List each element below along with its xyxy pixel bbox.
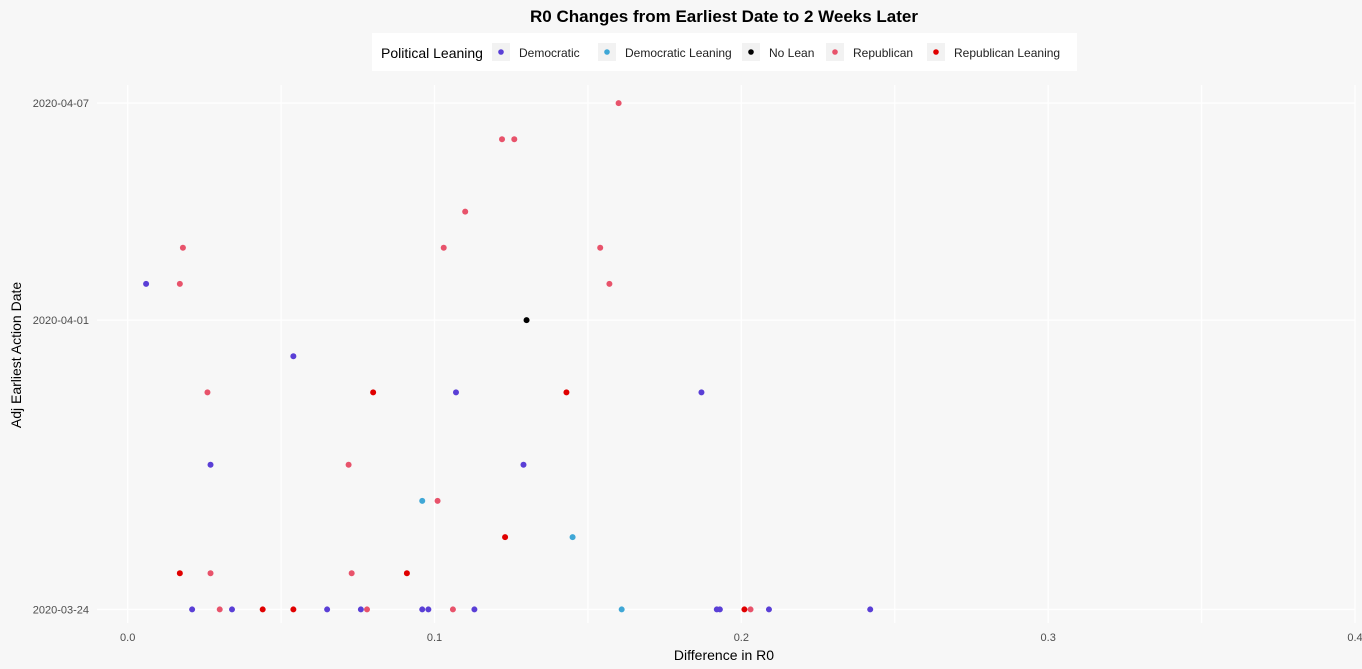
data-point: [452, 389, 459, 396]
legend-item-democratic: Democratic: [492, 43, 580, 61]
legend-marker: [933, 49, 939, 55]
data-point: [216, 606, 223, 613]
series-no-lean: [523, 317, 530, 324]
data-point: [618, 606, 625, 613]
x-tick-label: 0.1: [427, 632, 442, 644]
data-point: [747, 606, 754, 613]
legend: Political Leaning Democratic Democratic L…: [372, 33, 1077, 71]
data-point: [419, 497, 426, 504]
data-point: [143, 280, 150, 287]
data-point: [511, 136, 518, 143]
data-point: [597, 244, 604, 251]
data-point: [449, 606, 456, 613]
data-point: [615, 100, 622, 107]
legend-title: Political Leaning: [381, 45, 483, 61]
data-point: [765, 606, 772, 613]
data-point: [370, 389, 377, 396]
data-point: [176, 570, 183, 577]
data-point: [324, 606, 331, 613]
legend-item-democratic-leaning: Democratic Leaning: [598, 43, 732, 61]
legend-item-republican-leaning: Republican Leaning: [927, 43, 1060, 61]
y-axis-title: Adj Earliest Action Date: [8, 282, 24, 429]
data-point: [471, 606, 478, 613]
data-point: [229, 606, 236, 613]
x-tick-label: 0.2: [734, 632, 749, 644]
series-republican: [176, 100, 754, 613]
data-point: [563, 389, 570, 396]
legend-label: Democratic: [519, 46, 580, 60]
data-point: [176, 280, 183, 287]
data-point: [569, 534, 576, 541]
data-point: [425, 606, 432, 613]
legend-item-no-lean: No Lean: [742, 43, 814, 61]
legend-marker: [604, 49, 610, 55]
data-point: [523, 317, 530, 324]
data-point: [348, 570, 355, 577]
data-point: [207, 570, 214, 577]
y-tick-label: 2020-04-07: [33, 98, 89, 110]
data-point: [434, 497, 441, 504]
x-tick-label: 0.3: [1041, 632, 1056, 644]
x-axis-title: Difference in R0: [674, 647, 774, 663]
data-point: [520, 461, 527, 468]
chart-title: R0 Changes from Earliest Date to 2 Weeks…: [530, 7, 918, 26]
data-point: [259, 606, 266, 613]
legend-marker: [832, 49, 838, 55]
data-point: [867, 606, 874, 613]
legend-item-republican: Republican: [826, 43, 913, 61]
series-democratic-leaning: [419, 497, 625, 613]
data-point: [606, 280, 613, 287]
y-tick-label: 2020-04-01: [33, 315, 89, 327]
data-point: [419, 606, 426, 613]
data-point: [440, 244, 447, 251]
legend-label: Republican Leaning: [954, 46, 1060, 60]
grid: [97, 85, 1356, 623]
data-point: [290, 606, 297, 613]
data-point: [204, 389, 211, 396]
series-democratic: [143, 280, 874, 613]
data-points: [143, 100, 874, 613]
x-tick-label: 0.0: [120, 632, 135, 644]
legend-label: Democratic Leaning: [625, 46, 732, 60]
data-point: [716, 606, 723, 613]
legend-background: [372, 33, 1077, 71]
series-republican-leaning: [176, 389, 748, 613]
y-tick-label: 2020-03-24: [33, 604, 89, 616]
y-axis-ticks: 2020-03-24 2020-04-01 2020-04-07: [33, 98, 89, 616]
x-tick-label: 0.4: [1347, 632, 1362, 644]
data-point: [290, 353, 297, 360]
data-point: [741, 606, 748, 613]
data-point: [462, 208, 469, 215]
data-point: [698, 389, 705, 396]
data-point: [364, 606, 371, 613]
legend-marker: [748, 49, 754, 55]
data-point: [179, 244, 186, 251]
data-point: [189, 606, 196, 613]
data-point: [499, 136, 506, 143]
data-point: [207, 461, 214, 468]
x-axis-ticks: 0.0 0.1 0.2 0.3 0.4: [120, 632, 1362, 644]
data-point: [403, 570, 410, 577]
data-point: [345, 461, 352, 468]
legend-label: Republican: [853, 46, 913, 60]
data-point: [357, 606, 364, 613]
data-point: [502, 534, 509, 541]
legend-label: No Lean: [769, 46, 814, 60]
legend-marker: [498, 49, 504, 55]
